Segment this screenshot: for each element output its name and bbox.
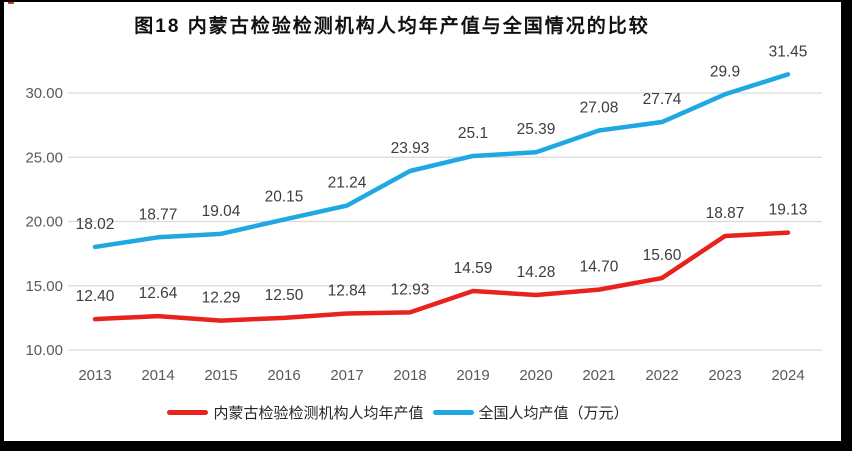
frame-border-bottom	[0, 441, 852, 451]
x-tick-label: 2024	[771, 367, 804, 384]
x-tick-label: 2014	[141, 367, 174, 384]
data-label: 25.39	[517, 121, 556, 138]
legend-item-inner-mongolia: 内蒙古检验检测机构人均年产值	[167, 402, 424, 423]
data-label: 18.87	[706, 205, 745, 222]
data-label: 12.50	[265, 287, 304, 304]
data-label: 12.40	[76, 288, 115, 305]
x-tick-label: 2023	[708, 367, 741, 384]
frame-border-left	[0, 0, 4, 451]
chart-title: 图18 内蒙古检验检测机构人均年产值与全国情况的比较	[134, 16, 650, 37]
data-label: 25.1	[458, 125, 488, 142]
legend-label-inner-mongolia: 内蒙古检验检测机构人均年产值	[213, 404, 424, 422]
data-label: 19.13	[769, 202, 808, 219]
chart-legend: 内蒙古检验检测机构人均年产值 全国人均产值（万元）	[0, 401, 796, 423]
series-line-national	[92, 72, 791, 250]
data-label: 14.28	[517, 264, 556, 281]
data-label: 27.74	[643, 91, 682, 108]
y-tick-label: 30.00	[25, 85, 63, 102]
data-label: 29.9	[710, 63, 740, 80]
x-tick-label: 2013	[78, 367, 111, 384]
data-label: 12.93	[391, 281, 430, 298]
blue-line-swatch	[432, 409, 474, 415]
data-label: 12.84	[328, 283, 367, 300]
y-tick-label: 15.00	[25, 278, 63, 295]
red-corner-mark	[8, 2, 14, 4]
data-label: 18.77	[139, 206, 178, 223]
data-label: 23.93	[391, 140, 430, 157]
x-tick-label: 2018	[393, 367, 426, 384]
data-label: 12.29	[202, 290, 241, 307]
frame-border-right	[841, 0, 852, 451]
x-tick-label: 2016	[267, 367, 300, 384]
data-label: 21.24	[328, 175, 367, 192]
data-label: 15.60	[643, 247, 682, 264]
x-tick-label: 2022	[645, 367, 678, 384]
data-label: 18.02	[76, 216, 115, 233]
frame-border-top	[0, 0, 852, 2]
legend-item-national: 全国人均产值（万元）	[432, 402, 629, 423]
y-tick-label: 10.00	[25, 342, 63, 359]
chart-plot: 10.00 15.00 20.00 25.00 30.00 2013 2014 2015 201…	[25, 43, 822, 384]
y-tick-label: 25.00	[25, 149, 63, 166]
series-line-inner-mongolia	[92, 230, 791, 323]
x-tick-label: 2015	[204, 367, 237, 384]
data-label: 12.64	[139, 285, 178, 302]
red-line-swatch	[167, 409, 209, 415]
data-label: 31.45	[769, 43, 808, 60]
x-tick-label: 2021	[582, 367, 615, 384]
data-label: 20.15	[265, 189, 304, 206]
data-label: 27.08	[580, 100, 619, 117]
x-tick-label: 2017	[330, 367, 363, 384]
data-label: 19.04	[202, 203, 241, 220]
y-tick-label: 20.00	[25, 214, 63, 231]
data-label: 14.70	[580, 259, 619, 276]
x-tick-label: 2019	[456, 367, 489, 384]
legend-label-national: 全国人均产值（万元）	[478, 404, 629, 422]
data-label: 14.59	[454, 260, 493, 277]
x-tick-label: 2020	[519, 367, 552, 384]
